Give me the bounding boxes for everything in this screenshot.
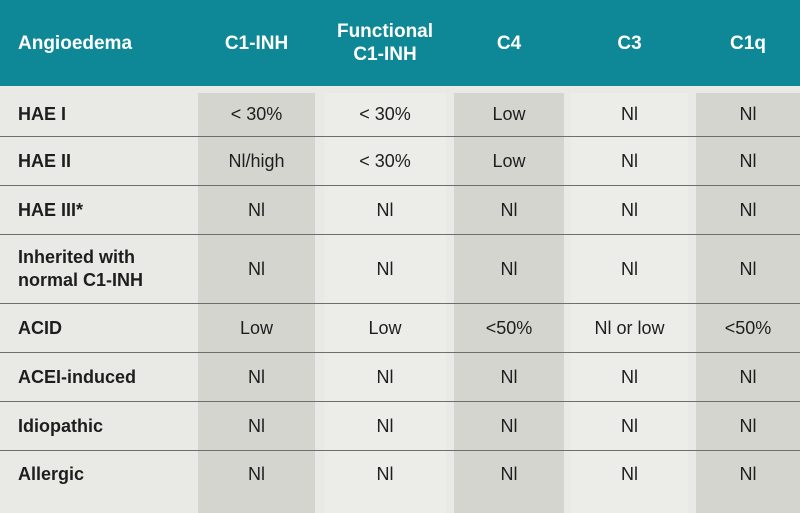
cell-c1q: Nl: [739, 415, 757, 436]
table-row-hae-iii: HAE III* Nl Nl Nl Nl Nl: [0, 186, 800, 235]
cell-c3: Nl: [621, 104, 638, 124]
cell-c4: Nl: [500, 464, 518, 484]
cell-c4: Low: [492, 104, 526, 124]
cell-c1q: Nl: [739, 199, 757, 220]
cell-c3: Nl: [621, 366, 638, 387]
cell-functional: Nl: [376, 464, 394, 484]
row-label: HAE III*: [18, 199, 84, 220]
cell-c4: Nl: [500, 258, 518, 279]
header-c3: C3: [617, 32, 642, 54]
table-row-acid: ACID Low Low <50% Nl or low <50%: [0, 304, 800, 353]
header-c4: C4: [496, 32, 522, 54]
table-header: Angioedema C1-INH Functional C1-INH C4 C…: [0, 0, 800, 86]
cell-c4: Nl: [500, 366, 518, 387]
cell-c1-inh: Low: [239, 317, 274, 338]
cell-c1-inh: Nl: [248, 464, 265, 484]
cell-c1q: Nl: [739, 104, 757, 124]
row-label-line2: normal C1-INH: [18, 270, 144, 290]
cell-c1q: <50%: [724, 317, 772, 338]
header-functional-line1: Functional: [336, 21, 434, 42]
cell-functional: Nl: [376, 258, 394, 279]
cell-c4: Nl: [500, 415, 518, 436]
cell-functional: Nl: [376, 415, 394, 436]
header-c1-inh: C1-INH: [224, 32, 289, 54]
row-label: ACID: [18, 317, 62, 338]
row-label: Allergic: [18, 464, 85, 484]
table-row-inherited-normal: Inherited with normal C1-INH Nl Nl Nl Nl…: [0, 235, 800, 304]
cell-c3: Nl: [621, 415, 638, 436]
cell-functional: Nl: [376, 366, 394, 387]
cell-c4: <50%: [485, 317, 533, 338]
cell-c1-inh: Nl: [248, 199, 265, 220]
header-functional-c1-inh: Functional C1-INH: [324, 0, 446, 86]
row-label: HAE II: [18, 150, 72, 171]
row-label: HAE I: [18, 104, 67, 124]
cell-c1-inh: Nl: [248, 366, 265, 387]
cell-c3: Nl: [621, 150, 638, 171]
cell-c3: Nl or low: [594, 317, 665, 338]
cell-functional: Low: [368, 317, 402, 338]
row-label-line1: Inherited with: [18, 247, 135, 267]
table-row-hae-ii: HAE II Nl/high < 30% Low Nl Nl: [0, 137, 800, 186]
cell-functional: < 30%: [359, 104, 411, 124]
row-label: Inherited with normal C1-INH: [0, 235, 188, 303]
cell-c1-inh: Nl: [248, 415, 265, 436]
row-label: ACEI-induced: [18, 366, 137, 387]
cell-c4: Nl: [500, 199, 518, 220]
cell-c3: Nl: [621, 258, 638, 279]
table-row-allergic: Allergic Nl Nl Nl Nl Nl: [0, 451, 800, 498]
cell-functional: < 30%: [359, 150, 411, 171]
header-angioedema: Angioedema: [18, 32, 133, 54]
cell-c3: Nl: [621, 199, 638, 220]
cell-c3: Nl: [621, 464, 638, 484]
cell-c1q: Nl: [739, 366, 757, 387]
row-label: Idiopathic: [18, 415, 103, 436]
cell-c4: Low: [492, 150, 526, 171]
cell-c1-inh: Nl: [248, 258, 265, 279]
table-row-acei-induced: ACEI-induced Nl Nl Nl Nl Nl: [0, 353, 800, 402]
cell-c1-inh: Nl/high: [228, 150, 285, 171]
cell-functional: Nl: [376, 199, 394, 220]
header-c1q: C1q: [730, 32, 766, 54]
table-row-hae-i: HAE I < 30% < 30% Low Nl Nl: [0, 93, 800, 137]
header-functional-line2: C1-INH: [353, 44, 417, 65]
cell-c1-inh: < 30%: [230, 104, 283, 124]
cell-c1q: Nl: [739, 258, 757, 279]
table-row-idiopathic: Idiopathic Nl Nl Nl Nl Nl: [0, 402, 800, 451]
cell-c1q: Nl: [739, 150, 757, 171]
cell-c1q: Nl: [739, 464, 757, 484]
